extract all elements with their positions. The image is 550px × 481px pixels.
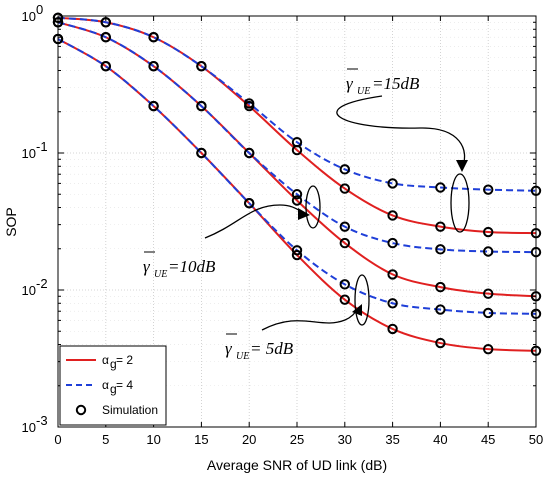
simulation-point (483, 226, 494, 238)
y-tick-label: 10 (22, 146, 36, 161)
svg-text:UE: UE (154, 269, 167, 280)
svg-text:UE: UE (236, 351, 249, 362)
legend-item-simulation: Simulation (75, 403, 158, 417)
simulation-point (483, 246, 494, 257)
svg-text:=15dB: =15dB (372, 74, 420, 93)
simulation-point (148, 100, 159, 112)
y-tick-label: 10 (22, 420, 36, 435)
simulation-point (196, 100, 207, 112)
simulation-point (435, 221, 446, 232)
y-tick-label: 10 (22, 9, 36, 24)
simulation-point (387, 298, 398, 309)
simulation-point (339, 279, 350, 290)
y-axis-title: SOP (3, 207, 19, 237)
simulation-point (483, 184, 494, 195)
x-tick-label: 25 (290, 432, 304, 447)
simulation-point (244, 147, 255, 159)
annotation-5db: γ UE = 5dB (225, 274, 370, 362)
simulation-point (483, 307, 494, 319)
simulation-point (291, 245, 303, 256)
legend-item-alpha-4: α g = 4 (66, 378, 133, 396)
x-tick-label: 15 (194, 432, 208, 447)
simulation-point (387, 323, 398, 335)
simulation-point (291, 189, 303, 200)
x-tick-label: 50 (529, 432, 543, 447)
simulation-point (435, 182, 446, 193)
svg-text:g: g (110, 357, 117, 371)
simulation-point (339, 164, 350, 175)
x-tick-label: 10 (146, 432, 160, 447)
svg-text:= 5dB: = 5dB (250, 339, 294, 358)
simulation-point (387, 178, 398, 189)
series-layer (57, 16, 537, 352)
svg-text:γ: γ (225, 339, 233, 358)
simulation-point (148, 32, 159, 43)
simulation-point (483, 288, 494, 299)
series-line-4 (57, 16, 537, 235)
x-tick-label: 30 (338, 432, 352, 447)
x-tick-label: 5 (102, 432, 109, 447)
y-tick-label: 10 (22, 283, 36, 298)
svg-text:α: α (102, 353, 109, 367)
svg-text:= 4: = 4 (116, 378, 133, 392)
x-tick-label: 40 (433, 432, 447, 447)
svg-text:γ: γ (346, 74, 354, 93)
simulation-point (435, 304, 446, 315)
simulation-point (435, 281, 446, 293)
simulation-point (339, 237, 350, 249)
simulation-point (387, 269, 398, 280)
annotation-15db: γ UE =15dB (336, 68, 470, 233)
simulation-point (196, 61, 207, 72)
simulation-point (387, 237, 398, 249)
svg-text:Simulation: Simulation (102, 403, 158, 417)
x-tick-label: 45 (481, 432, 495, 447)
simulation-point (339, 221, 350, 232)
simulation-point (100, 61, 112, 72)
simulation-point (291, 195, 303, 206)
simulation-point (339, 294, 350, 305)
simulation-point (483, 343, 494, 355)
y-tick-exponent: 0 (36, 2, 43, 17)
series-line-1 (57, 38, 537, 315)
x-tick-label: 35 (385, 432, 399, 447)
svg-text:UE: UE (357, 86, 370, 97)
marker-layer (52, 12, 542, 356)
svg-text:γ: γ (143, 257, 151, 276)
svg-text:= 2: = 2 (116, 353, 133, 367)
x-tick-label: 0 (54, 432, 61, 447)
series-line-3 (57, 21, 537, 254)
legend: α g = 2 α g = 4 Simulation (59, 345, 167, 426)
simulation-point (244, 98, 255, 109)
y-tick-exponent: -1 (36, 139, 48, 154)
svg-text:=10dB: =10dB (168, 257, 216, 276)
simulation-point (244, 198, 255, 209)
axis-ticks (57, 15, 537, 428)
legend-item-alpha-2: α g = 2 (66, 353, 133, 371)
svg-text:α: α (102, 378, 109, 392)
simulation-point (148, 61, 159, 72)
simulation-point (435, 244, 446, 255)
annotation-10db: γ UE =10dB (143, 185, 321, 280)
simulation-point (435, 337, 446, 349)
series-line-5 (57, 16, 537, 192)
simulation-point (291, 249, 303, 261)
svg-text:g: g (110, 382, 117, 396)
simulation-point (196, 147, 207, 159)
x-axis-title: Average SNR of UD link (dB) (207, 457, 387, 473)
simulation-point (100, 32, 112, 43)
x-tick-label: 20 (242, 432, 256, 447)
y-tick-exponent: -3 (36, 413, 48, 428)
simulation-point (339, 183, 350, 194)
simulation-point (291, 136, 303, 148)
y-tick-exponent: -2 (36, 276, 48, 291)
simulation-point (387, 210, 398, 221)
